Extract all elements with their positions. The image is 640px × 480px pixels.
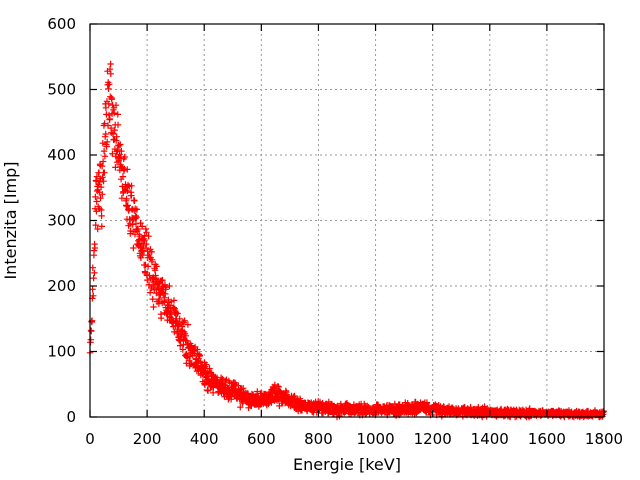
x-tick-label: 1600 xyxy=(528,430,566,448)
y-tick-label: 0 xyxy=(66,408,76,426)
data-points xyxy=(86,60,607,421)
y-tick-label: 600 xyxy=(47,15,76,33)
y-tick-label: 200 xyxy=(47,277,76,295)
x-tick-label: 0 xyxy=(85,430,95,448)
y-axis-label: Intenzita [Imp] xyxy=(1,161,20,279)
x-axis-label: Energie [keV] xyxy=(293,455,401,474)
x-tick-labels: 0 200 400 600 800 1000 1200 1400 1600 1800 xyxy=(85,430,623,448)
y-tick-label: 100 xyxy=(47,343,76,361)
x-tick-label: 1400 xyxy=(471,430,509,448)
gridlines xyxy=(90,24,604,417)
x-tick-label: 200 xyxy=(133,430,162,448)
x-tick-label: 400 xyxy=(190,430,219,448)
axis-ticks xyxy=(89,23,605,418)
y-tick-label: 300 xyxy=(47,212,76,230)
x-tick-label: 1200 xyxy=(414,430,452,448)
x-tick-label: 800 xyxy=(304,430,333,448)
x-tick-label: 600 xyxy=(247,430,276,448)
x-tick-label: 1000 xyxy=(356,430,394,448)
y-tick-labels: 0 100 200 300 400 500 600 xyxy=(47,15,76,426)
x-tick-label: 1800 xyxy=(585,430,623,448)
y-tick-label: 400 xyxy=(47,146,76,164)
y-tick-label: 500 xyxy=(47,81,76,99)
